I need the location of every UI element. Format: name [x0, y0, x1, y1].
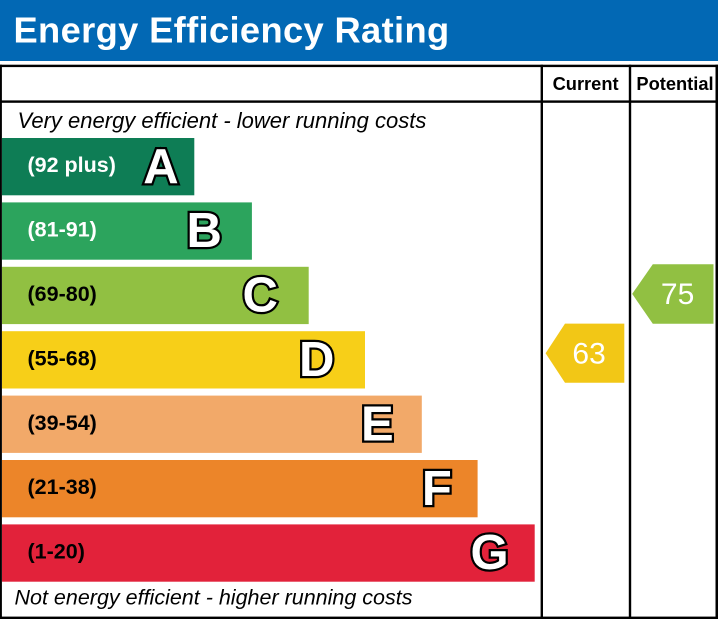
svg-text:63: 63	[572, 338, 605, 371]
svg-text:C: C	[243, 269, 278, 323]
svg-text:Potential: Potential	[636, 73, 713, 94]
svg-text:A: A	[143, 140, 178, 194]
svg-text:(21-38): (21-38)	[28, 475, 97, 499]
svg-text:(69-80): (69-80)	[28, 282, 97, 306]
svg-text:75: 75	[661, 278, 694, 311]
svg-text:Very energy efficient - lower: Very energy efficient - lower running co…	[18, 108, 427, 133]
svg-text:Current: Current	[553, 73, 619, 94]
svg-text:F: F	[422, 462, 452, 516]
svg-text:B: B	[187, 204, 222, 258]
svg-text:E: E	[361, 397, 394, 451]
svg-text:(92 plus): (92 plus)	[28, 153, 116, 177]
svg-text:D: D	[299, 333, 334, 387]
svg-text:Not energy efficient - higher: Not energy efficient - higher running co…	[15, 586, 413, 610]
svg-text:(55-68): (55-68)	[28, 346, 97, 370]
svg-text:(1-20): (1-20)	[28, 540, 85, 564]
svg-text:(81-91): (81-91)	[28, 218, 97, 242]
svg-text:Energy Efficiency Rating: Energy Efficiency Rating	[14, 10, 450, 51]
svg-text:G: G	[470, 526, 508, 580]
svg-text:(39-54): (39-54)	[28, 411, 97, 435]
